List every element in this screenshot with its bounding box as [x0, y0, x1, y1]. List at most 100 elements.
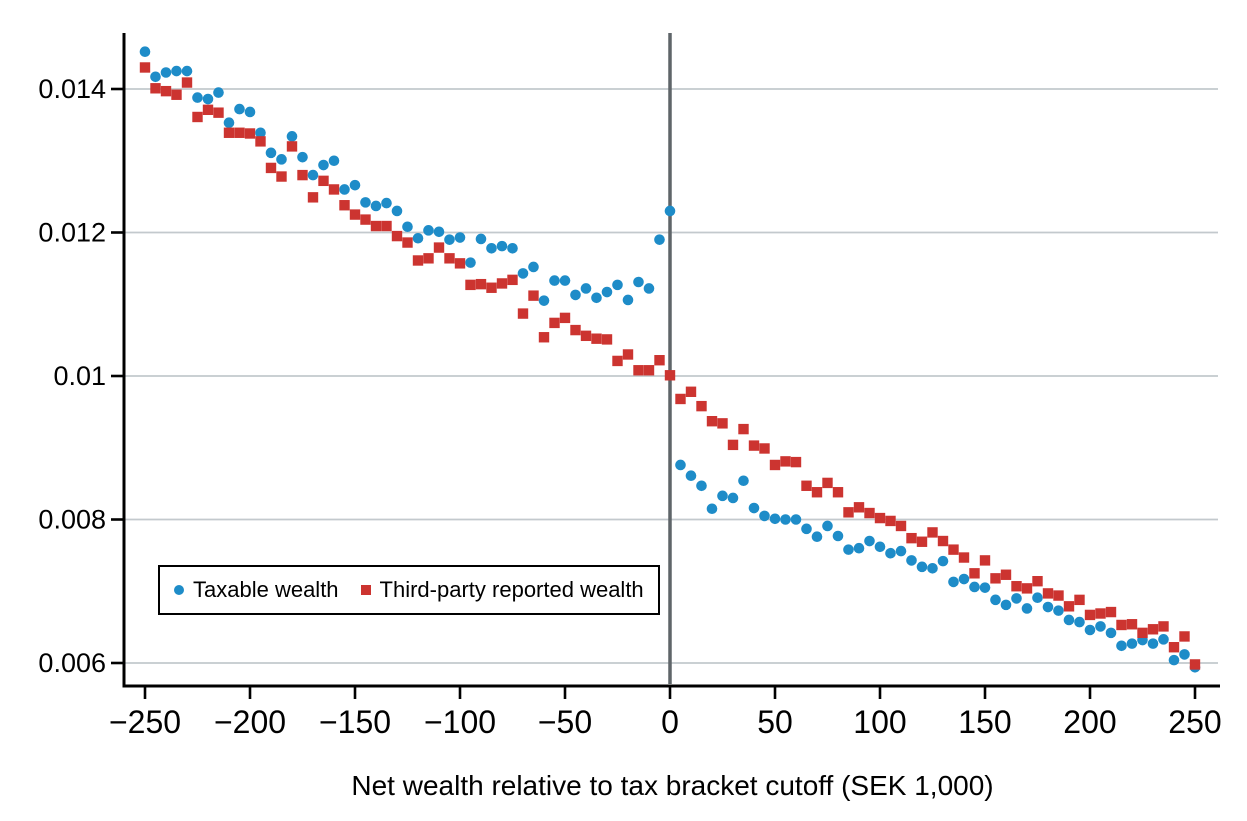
data-point-taxable-wealth — [265, 147, 277, 159]
data-point-third-party-wealth — [423, 253, 434, 264]
data-point-taxable-wealth — [685, 470, 697, 482]
data-point-taxable-wealth — [811, 531, 823, 543]
data-point-taxable-wealth — [381, 197, 392, 209]
data-point-taxable-wealth — [864, 535, 875, 547]
x-tick-label: 150 — [958, 704, 1011, 740]
y-tick-label: 0.014 — [38, 74, 106, 104]
data-point-third-party-wealth — [507, 274, 518, 286]
data-point-third-party-wealth — [927, 527, 938, 538]
data-point-third-party-wealth — [1147, 624, 1159, 635]
data-point-third-party-wealth — [643, 365, 655, 376]
data-point-taxable-wealth — [181, 65, 193, 77]
data-point-third-party-wealth — [181, 77, 193, 88]
data-point-taxable-wealth — [1074, 616, 1085, 628]
data-point-taxable-wealth — [1116, 640, 1127, 652]
data-point-taxable-wealth — [370, 200, 382, 212]
legend-item-third-party-wealth: Third-party reported wealth — [360, 577, 644, 603]
data-point-taxable-wealth — [538, 295, 550, 306]
data-point-third-party-wealth — [832, 487, 844, 498]
data-point-taxable-wealth — [675, 459, 686, 471]
data-point-taxable-wealth — [234, 103, 245, 115]
data-point-third-party-wealth — [853, 502, 865, 513]
data-point-taxable-wealth — [874, 541, 886, 553]
data-point-taxable-wealth — [454, 232, 466, 243]
x-tick-label: −100 — [424, 704, 496, 740]
data-point-third-party-wealth — [654, 355, 665, 366]
data-point-third-party-wealth — [475, 278, 487, 290]
data-point-third-party-wealth — [538, 332, 550, 343]
data-point-third-party-wealth — [454, 258, 466, 269]
data-point-taxable-wealth — [517, 268, 529, 279]
data-point-third-party-wealth — [465, 279, 476, 291]
data-point-taxable-wealth — [475, 233, 487, 245]
data-point-third-party-wealth — [171, 89, 182, 100]
data-point-third-party-wealth — [370, 220, 382, 232]
data-point-taxable-wealth — [297, 151, 308, 163]
data-point-third-party-wealth — [990, 573, 1001, 584]
data-point-third-party-wealth — [1137, 627, 1148, 639]
data-point-third-party-wealth — [706, 416, 718, 427]
data-point-third-party-wealth — [916, 536, 928, 547]
data-point-taxable-wealth — [444, 234, 455, 245]
data-point-third-party-wealth — [559, 312, 571, 324]
data-point-third-party-wealth — [160, 85, 172, 97]
data-point-third-party-wealth — [769, 459, 781, 471]
data-point-third-party-wealth — [223, 127, 235, 138]
data-point-taxable-wealth — [528, 261, 539, 273]
y-tick-label: 0.012 — [38, 218, 106, 248]
data-point-third-party-wealth — [738, 423, 749, 435]
data-point-third-party-wealth — [391, 230, 403, 242]
data-point-third-party-wealth — [339, 200, 350, 211]
data-point-third-party-wealth — [811, 487, 823, 498]
data-point-third-party-wealth — [675, 393, 686, 405]
data-point-third-party-wealth — [192, 111, 203, 123]
data-point-taxable-wealth — [1053, 605, 1064, 616]
data-point-taxable-wealth — [507, 242, 518, 254]
data-point-taxable-wealth — [192, 92, 203, 103]
data-point-third-party-wealth — [790, 456, 802, 468]
data-point-taxable-wealth — [948, 576, 959, 588]
data-point-third-party-wealth — [580, 330, 592, 342]
data-point-third-party-wealth — [276, 171, 287, 182]
data-point-third-party-wealth — [528, 290, 539, 301]
data-point-third-party-wealth — [360, 214, 371, 225]
data-point-third-party-wealth — [958, 552, 970, 563]
data-point-third-party-wealth — [1042, 588, 1054, 599]
data-point-third-party-wealth — [444, 253, 455, 264]
data-point-taxable-wealth — [465, 257, 476, 268]
data-point-taxable-wealth — [822, 520, 833, 532]
legend-label-third-party-wealth: Third-party reported wealth — [379, 577, 644, 602]
data-point-taxable-wealth — [622, 294, 634, 306]
data-point-taxable-wealth — [202, 93, 214, 105]
data-point-third-party-wealth — [864, 507, 875, 519]
data-point-third-party-wealth — [759, 443, 770, 454]
data-point-taxable-wealth — [150, 71, 161, 83]
data-point-taxable-wealth — [853, 542, 865, 554]
data-point-taxable-wealth — [486, 242, 497, 254]
data-point-third-party-wealth — [255, 136, 266, 147]
data-point-taxable-wealth — [423, 225, 434, 236]
data-point-third-party-wealth — [286, 141, 298, 152]
data-point-taxable-wealth — [339, 184, 350, 195]
data-point-third-party-wealth — [1179, 631, 1190, 642]
x-tick-label: 50 — [757, 704, 793, 740]
data-point-third-party-wealth — [664, 370, 676, 381]
data-point-third-party-wealth — [244, 128, 256, 139]
data-point-taxable-wealth — [349, 179, 361, 191]
data-point-taxable-wealth — [391, 205, 403, 217]
data-point-taxable-wealth — [643, 283, 655, 294]
data-point-taxable-wealth — [969, 581, 980, 593]
data-point-taxable-wealth — [360, 197, 371, 208]
legend-square-marker-icon — [360, 585, 371, 595]
data-point-taxable-wealth — [958, 573, 970, 585]
data-point-taxable-wealth — [580, 283, 592, 294]
data-point-taxable-wealth — [549, 275, 560, 286]
data-point-third-party-wealth — [318, 175, 329, 187]
data-point-third-party-wealth — [780, 456, 791, 467]
data-point-taxable-wealth — [1105, 627, 1117, 639]
data-point-taxable-wealth — [1063, 614, 1075, 626]
data-point-third-party-wealth — [1158, 621, 1169, 632]
data-point-taxable-wealth — [937, 555, 949, 567]
data-point-taxable-wealth — [906, 555, 917, 566]
data-point-third-party-wealth — [717, 418, 728, 429]
